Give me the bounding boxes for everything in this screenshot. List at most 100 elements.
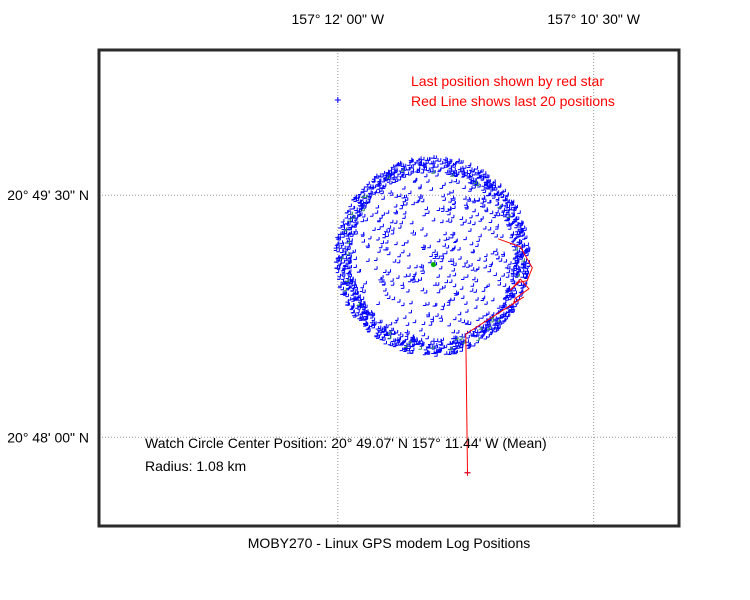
position-marker — [484, 301, 488, 305]
position-marker — [404, 333, 409, 337]
position-marker — [505, 192, 509, 196]
position-marker — [421, 321, 426, 325]
position-marker — [422, 212, 426, 217]
position-marker — [459, 348, 463, 352]
position-marker — [492, 195, 496, 199]
position-marker — [467, 174, 471, 179]
position-marker — [512, 260, 516, 265]
position-marker — [346, 240, 351, 244]
position-marker — [434, 253, 438, 257]
position-marker — [442, 243, 446, 247]
position-marker — [396, 337, 401, 341]
position-marker — [482, 189, 487, 193]
position-marker — [410, 334, 415, 338]
position-marker — [457, 343, 461, 347]
position-marker — [420, 227, 424, 231]
position-marker — [471, 169, 475, 173]
position-marker — [493, 248, 498, 252]
position-marker — [417, 160, 421, 165]
position-marker — [452, 316, 457, 321]
position-marker — [444, 157, 448, 162]
position-marker — [493, 272, 497, 276]
position-marker — [473, 305, 478, 309]
position-marker — [339, 256, 344, 260]
position-marker — [435, 164, 439, 168]
position-marker — [431, 341, 435, 345]
position-marker — [470, 249, 475, 253]
position-marker — [521, 225, 526, 229]
position-marker — [490, 250, 495, 255]
position-marker — [377, 249, 381, 253]
position-marker — [503, 213, 507, 218]
last-position-note: Last position shown by red star — [411, 73, 604, 89]
position-marker — [371, 312, 376, 317]
position-marker — [402, 211, 407, 215]
position-marker — [359, 311, 363, 316]
position-marker — [404, 197, 409, 201]
position-marker — [495, 198, 500, 202]
position-marker — [459, 344, 464, 348]
position-marker — [398, 225, 402, 229]
position-marker — [472, 276, 476, 281]
position-marker — [447, 158, 451, 163]
position-marker — [461, 276, 465, 280]
position-marker — [516, 273, 520, 277]
x-tick-label-2: 157° 10' 30" W — [547, 11, 640, 27]
position-marker — [445, 245, 450, 249]
position-marker — [475, 212, 479, 217]
position-marker — [476, 198, 480, 202]
position-marker — [382, 234, 386, 239]
position-marker — [444, 279, 448, 284]
position-marker — [382, 185, 386, 189]
position-marker — [514, 255, 519, 259]
position-marker — [484, 207, 488, 211]
position-marker — [450, 195, 454, 200]
position-marker — [343, 287, 347, 292]
position-marker — [392, 179, 396, 183]
position-marker — [469, 214, 473, 219]
position-marker — [445, 218, 450, 222]
position-marker — [358, 302, 362, 307]
position-marker — [478, 329, 482, 333]
position-marker — [363, 316, 368, 320]
position-marker — [385, 171, 389, 176]
position-marker — [376, 301, 380, 305]
position-marker — [476, 317, 480, 321]
position-marker — [357, 315, 361, 320]
position-marker — [371, 178, 375, 182]
position-marker — [420, 170, 425, 174]
position-marker — [393, 220, 398, 224]
position-marker — [507, 214, 511, 218]
position-marker — [422, 302, 427, 306]
position-marker — [352, 278, 356, 283]
position-marker — [498, 321, 503, 325]
position-marker — [380, 184, 384, 189]
position-marker — [399, 205, 403, 210]
position-marker — [444, 169, 449, 174]
position-marker — [517, 233, 521, 238]
position-marker — [344, 215, 349, 219]
position-marker — [354, 221, 359, 225]
position-marker — [514, 222, 519, 226]
position-marker — [392, 331, 396, 335]
position-marker — [436, 274, 440, 278]
position-marker — [492, 184, 496, 189]
position-marker — [447, 171, 452, 175]
position-marker — [378, 276, 382, 281]
position-marker — [448, 279, 453, 283]
position-marker — [366, 244, 370, 249]
position-marker — [376, 186, 381, 190]
position-marker — [497, 277, 501, 282]
position-marker — [447, 341, 452, 345]
position-marker — [363, 321, 367, 325]
position-marker — [364, 322, 369, 326]
position-marker — [403, 344, 408, 348]
position-marker — [397, 332, 402, 336]
position-marker — [342, 245, 346, 250]
position-marker — [467, 162, 472, 167]
position-marker — [392, 259, 397, 263]
position-marker — [452, 168, 456, 172]
position-marker — [406, 252, 411, 257]
position-marker — [483, 312, 488, 317]
position-marker — [377, 218, 381, 223]
